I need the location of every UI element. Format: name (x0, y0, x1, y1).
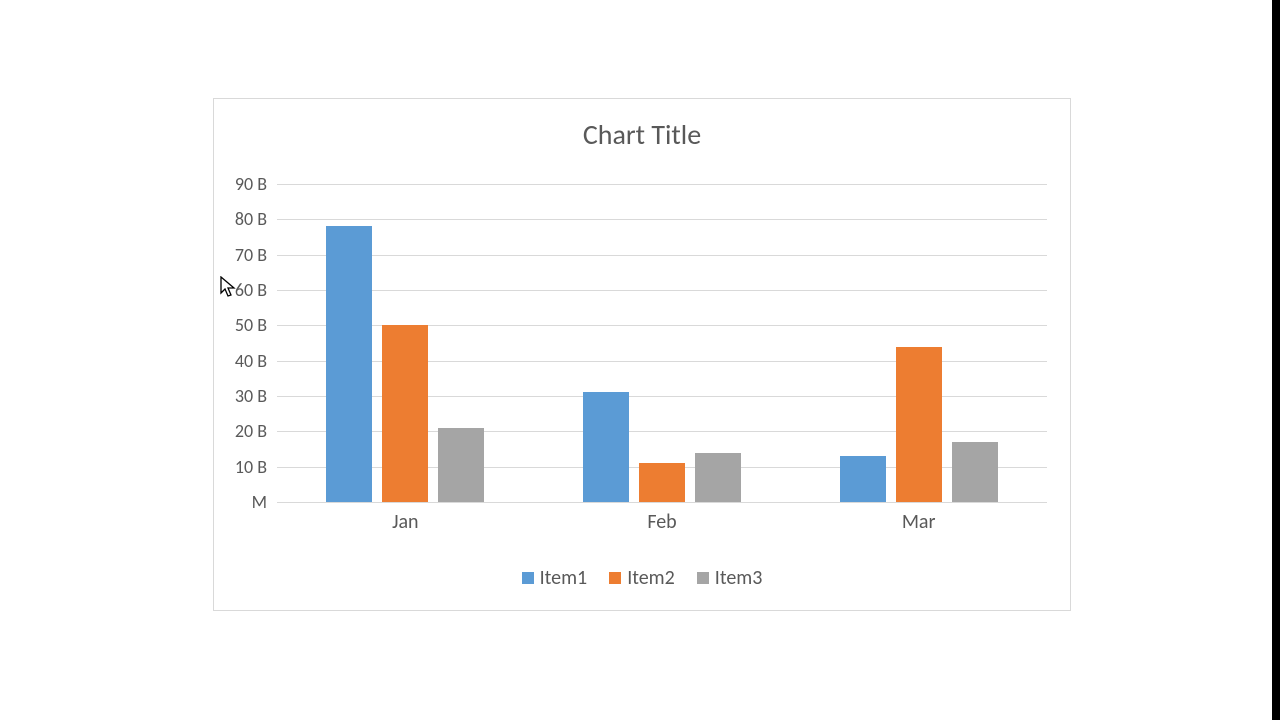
y-tick-label: 10 B (235, 456, 267, 478)
legend: Item1 Item2 Item3 (214, 566, 1070, 590)
chart-title: Chart Title (214, 117, 1070, 152)
legend-label: Item2 (627, 566, 675, 590)
bar-item3-mar (952, 442, 998, 502)
x-tick-label: Jan (392, 510, 418, 534)
bar-item1-jan (326, 226, 372, 502)
x-tick-label: Feb (647, 510, 676, 534)
y-tick-label: 80 B (235, 208, 267, 230)
right-stripe (1272, 0, 1280, 720)
y-tick-label: 70 B (235, 244, 267, 266)
bar-item2-feb (639, 463, 685, 502)
gridline (277, 219, 1047, 220)
page: Chart Title M10 B20 B30 B40 B50 B60 B70 … (0, 0, 1280, 720)
plot-area: M10 B20 B30 B40 B50 B60 B70 B80 B90 BJan… (277, 184, 1047, 502)
bar-item1-mar (840, 456, 886, 502)
y-tick-label: 50 B (235, 314, 267, 336)
x-tick-label: Mar (902, 510, 936, 534)
y-tick-label: M (252, 491, 267, 513)
legend-item-item3: Item3 (697, 566, 763, 590)
y-tick-label: 40 B (235, 350, 267, 372)
gridline (277, 184, 1047, 185)
legend-swatch (609, 572, 621, 584)
y-tick-label: 60 B (235, 279, 267, 301)
bar-item3-feb (695, 453, 741, 502)
bar-item3-jan (438, 428, 484, 502)
legend-swatch (697, 572, 709, 584)
legend-label: Item1 (540, 566, 588, 590)
gridline (277, 255, 1047, 256)
gridline (277, 290, 1047, 291)
y-tick-label: 20 B (235, 420, 267, 442)
legend-item-item2: Item2 (609, 566, 675, 590)
bar-item1-feb (583, 392, 629, 502)
chart-frame: Chart Title M10 B20 B30 B40 B50 B60 B70 … (213, 98, 1071, 611)
legend-label: Item3 (715, 566, 763, 590)
bar-item2-jan (382, 325, 428, 502)
bar-item2-mar (896, 347, 942, 502)
y-tick-label: 90 B (235, 173, 267, 195)
legend-swatch (522, 572, 534, 584)
gridline (277, 502, 1047, 503)
y-tick-label: 30 B (235, 385, 267, 407)
legend-item-item1: Item1 (522, 566, 588, 590)
